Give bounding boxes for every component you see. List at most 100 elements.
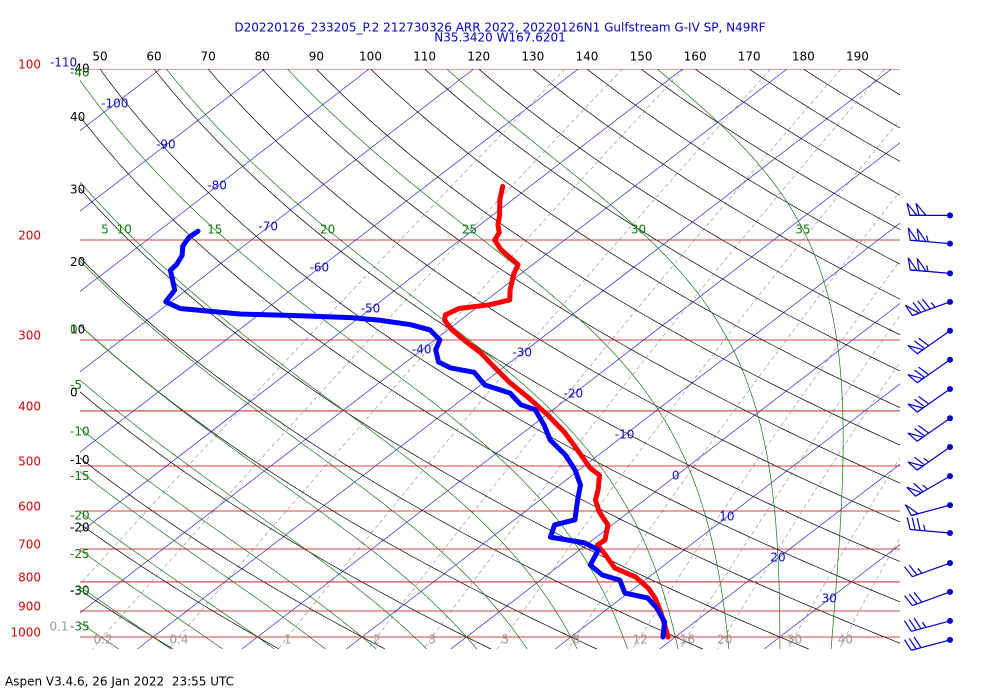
dry-adiabat-label: 40	[70, 110, 85, 124]
wind-barb	[907, 257, 953, 277]
isotherm	[763, 544, 900, 650]
dry-adiabat-label: 100	[359, 50, 382, 64]
barb-feather	[913, 482, 924, 493]
barb-pennant	[906, 203, 919, 216]
barb-feather	[918, 395, 930, 405]
dry-adiabat	[80, 115, 900, 644]
isotherm	[659, 463, 900, 650]
wind-barb	[903, 617, 953, 632]
pressure-label: 600	[18, 499, 41, 513]
dry-adiabat	[99, 69, 900, 603]
barb-feather	[904, 595, 913, 606]
barb-feather	[908, 564, 918, 576]
dry-adiabat-label: 160	[684, 50, 707, 64]
moist-adiabat	[80, 324, 478, 650]
barb-feather	[914, 340, 925, 350]
moist-adiabat-label: 25	[462, 223, 477, 237]
moist-adiabat	[165, 69, 679, 650]
barb-feather	[913, 636, 922, 649]
barb-pennant	[907, 227, 919, 242]
barb-feather	[911, 517, 916, 531]
isotherm-label: -80	[207, 179, 227, 193]
dry-adiabat	[694, 69, 900, 196]
dry-adiabat-label: -40	[70, 62, 90, 76]
isotherm	[80, 69, 265, 212]
pressure-label: 200	[18, 228, 41, 242]
wind-barbs	[903, 203, 953, 651]
moist-adiabat	[656, 69, 844, 649]
mixing-ratio-label: 16	[680, 633, 695, 647]
barb-shaft	[912, 562, 951, 578]
isotherm	[137, 69, 892, 650]
barb-feather	[906, 517, 911, 530]
dry-adiabat-label: 120	[467, 50, 490, 64]
pressure-label: 1000	[10, 625, 41, 639]
barb-feather	[913, 591, 923, 603]
isotherm	[555, 383, 900, 650]
moist-adiabat-label: -5	[70, 378, 82, 392]
wind-barb	[906, 203, 953, 219]
labels: -110-100-90-80-70-60-50-40 -30-20-1001020…	[10, 50, 868, 647]
dry-adiabat	[153, 69, 900, 562]
barb-half	[923, 457, 930, 463]
isotherm-label: -30	[512, 346, 532, 360]
moist-adiabat	[0, 69, 66, 649]
barb-feather	[903, 639, 912, 651]
moist-adiabat-label: 15	[207, 223, 222, 237]
dry-adiabat	[316, 69, 900, 446]
barb-pennant	[907, 374, 925, 384]
dry-adiabat-label: 190	[846, 50, 869, 64]
barb-half	[917, 567, 923, 574]
isotherm-label: 10	[719, 510, 734, 524]
mixing-ratio-line	[277, 69, 771, 650]
mixing-ratio-line	[496, 119, 900, 650]
isotherm-label: -10	[615, 428, 635, 442]
mixing-ratio-label: 20	[717, 633, 732, 647]
isotherm-label: -100	[101, 97, 128, 111]
isotherm	[0, 69, 56, 649]
mixing-ratio-line	[92, 69, 623, 650]
barb-half	[926, 235, 929, 242]
barb-feather	[908, 619, 917, 631]
mixing-ratio-label: 1	[284, 633, 292, 647]
dry-adiabat	[80, 523, 280, 650]
dry-adiabat	[424, 69, 900, 372]
pressure-label: 500	[18, 454, 41, 468]
isotherm-label: 0	[672, 469, 680, 483]
moist-adiabat-label: -35	[70, 619, 90, 633]
barb-feather	[918, 366, 930, 376]
dry-adiabat	[80, 257, 703, 650]
mixing-ratio-line	[423, 69, 885, 650]
moist-adiabat-label: -10	[70, 425, 90, 439]
dry-adiabat-label: -30	[70, 584, 90, 598]
barb-feather	[921, 298, 931, 310]
barb-pennant	[907, 403, 925, 413]
wind-barb	[906, 473, 953, 497]
dry-adiabat	[370, 69, 900, 409]
moist-adiabat	[287, 69, 730, 650]
barb-feather	[908, 638, 917, 650]
barb-half	[923, 524, 926, 531]
barb-feather	[914, 398, 925, 408]
dry-adiabat-label: 110	[413, 50, 436, 64]
moist-adiabat	[80, 471, 326, 650]
moist-adiabat-label: 20	[320, 223, 335, 237]
dry-adiabat	[207, 69, 900, 523]
isotherm	[80, 69, 474, 373]
moist-adiabat	[80, 379, 427, 650]
dry-adiabat	[80, 589, 174, 650]
barb-shaft	[911, 639, 951, 651]
isotherm-label: -60	[310, 261, 330, 275]
pressure-label: 700	[18, 537, 41, 551]
moist-adiabat	[80, 622, 119, 650]
barb-half	[922, 484, 928, 490]
barb-shaft	[912, 591, 951, 607]
mixing-ratio-label: 5	[502, 633, 510, 647]
isotherm	[80, 69, 161, 132]
moist-adiabat	[80, 511, 275, 650]
isotherm	[80, 69, 788, 614]
barb-pennant	[905, 304, 921, 317]
dry-adiabat-label: 150	[630, 50, 653, 64]
mixing-ratio-label: 40	[838, 633, 853, 647]
